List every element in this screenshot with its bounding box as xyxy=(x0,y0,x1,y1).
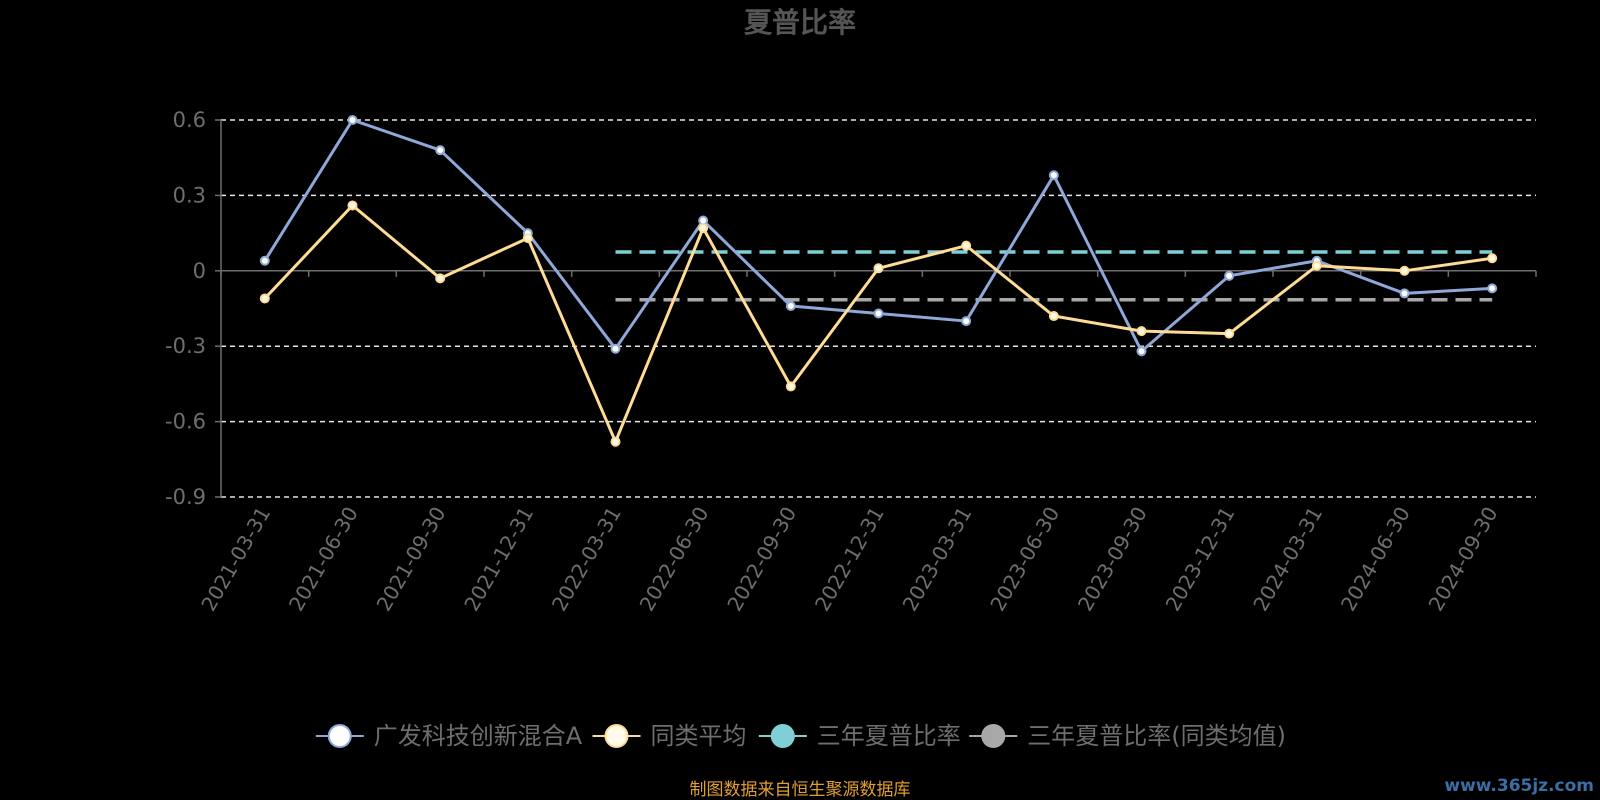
data-point xyxy=(435,273,446,284)
y-tick-label: -0.9 xyxy=(165,485,206,509)
data-point xyxy=(1487,283,1498,294)
data-point xyxy=(1136,346,1147,357)
data-point xyxy=(785,300,796,311)
data-point xyxy=(961,316,972,327)
x-tick-label: 2022-06-30 xyxy=(635,503,714,616)
y-tick-label: -0.3 xyxy=(165,334,206,358)
data-point xyxy=(785,381,796,392)
data-point xyxy=(1224,270,1235,281)
chart-title: 夏普比率 xyxy=(744,6,856,39)
legend-label: 三年夏普比率(同类均值) xyxy=(1027,722,1286,750)
data-point xyxy=(1311,260,1322,271)
data-point xyxy=(1048,170,1059,181)
y-tick-label: 0.6 xyxy=(173,108,206,132)
data-point xyxy=(1048,311,1059,322)
y-tick-label: 0 xyxy=(193,259,206,283)
data-point xyxy=(873,263,884,274)
legend-marker xyxy=(604,724,629,748)
x-tick-label: 2021-03-31 xyxy=(196,503,275,616)
x-tick-label: 2023-03-31 xyxy=(898,503,977,616)
site-watermark: www.365jz.com xyxy=(1444,776,1594,796)
grid-lines xyxy=(221,119,1536,498)
legend-label: 三年夏普比率 xyxy=(817,722,961,750)
data-source-note: 制图数据来自恒生聚源数据库 xyxy=(690,780,911,800)
y-tick-label: 0.3 xyxy=(173,183,206,207)
x-tick-label: 2024-09-30 xyxy=(1424,503,1503,616)
data-point xyxy=(610,436,621,447)
data-point xyxy=(259,293,270,304)
legend-marker xyxy=(770,724,795,748)
data-point xyxy=(610,343,621,354)
legend-label: 同类平均 xyxy=(650,722,746,750)
x-tick-label: 2023-06-30 xyxy=(985,503,1064,616)
data-point xyxy=(259,255,270,266)
x-tick-label: 2021-12-31 xyxy=(459,503,538,616)
data-point xyxy=(1224,328,1235,339)
data-point xyxy=(435,145,446,156)
x-tick-label: 2022-12-31 xyxy=(810,503,889,616)
data-point xyxy=(522,233,533,244)
legend-item: 广发科技创新混合A xyxy=(315,722,583,750)
data-point xyxy=(1399,288,1410,299)
series-lines xyxy=(259,115,1498,447)
series-line xyxy=(263,203,1493,444)
x-axis-ticks: 2021-03-31 2021-06-30 2021-09-30 2021-12-31… xyxy=(196,502,1502,615)
data-point xyxy=(1487,253,1498,264)
x-tick-label: 2023-09-30 xyxy=(1073,503,1152,616)
legend-item: 三年夏普比率(同类均值) xyxy=(969,722,1286,750)
data-point xyxy=(961,240,972,251)
x-tick-label: 2022-03-31 xyxy=(547,503,626,616)
legend-label: 广发科技创新混合A xyxy=(374,722,583,750)
reference-lines xyxy=(615,250,1493,302)
legend-marker xyxy=(981,724,1006,748)
x-tick-label: 2021-09-30 xyxy=(372,502,451,615)
legend-marker xyxy=(327,724,352,748)
legend-item: 同类平均 xyxy=(592,722,746,750)
data-point xyxy=(1136,326,1147,337)
data-point xyxy=(1399,265,1410,276)
x-tick-label: 2023-12-31 xyxy=(1161,503,1240,616)
legend: 广发科技创新混合A 同类平均 三年夏普比率 三年夏普比率(同类均值) xyxy=(315,722,1286,750)
data-point xyxy=(347,115,358,125)
x-tick-label: 2022-09-30 xyxy=(722,503,801,616)
y-axis-ticks: 0.6 0.3 0 -0.3 -0.6 -0.9 xyxy=(165,108,206,509)
data-point xyxy=(347,200,358,211)
x-tick-label: 2024-03-31 xyxy=(1248,503,1327,616)
data-point xyxy=(698,223,709,234)
x-tick-label: 2021-06-30 xyxy=(284,503,363,616)
axes xyxy=(215,119,1537,498)
y-tick-label: -0.6 xyxy=(165,410,206,434)
legend-item: 三年夏普比率 xyxy=(758,722,961,750)
x-tick-label: 2024-06-30 xyxy=(1336,503,1415,616)
data-point xyxy=(873,308,884,319)
